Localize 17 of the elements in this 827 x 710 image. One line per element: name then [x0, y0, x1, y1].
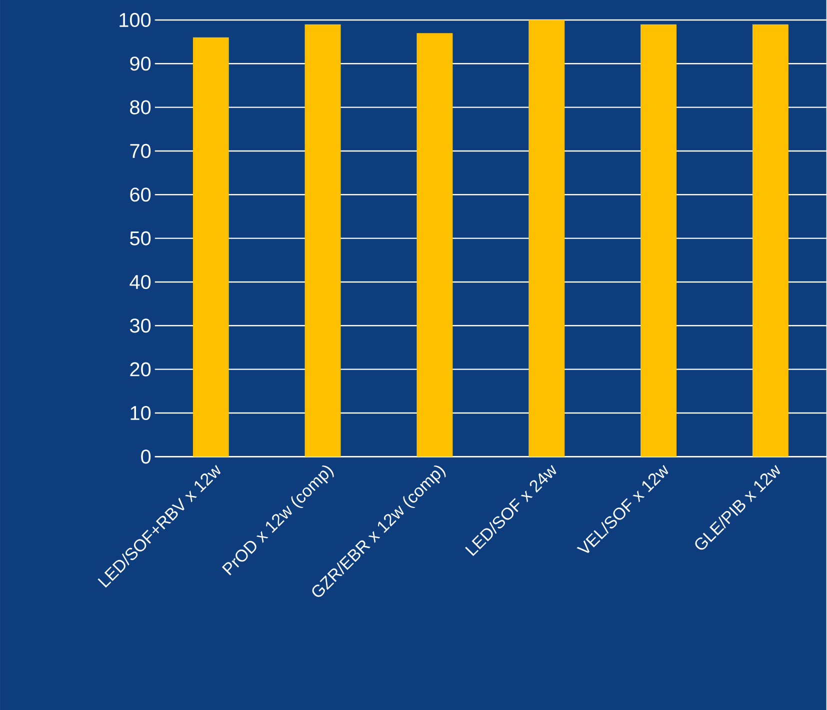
- bar: [528, 20, 565, 456]
- y-tick-label: 70: [130, 144, 151, 158]
- y-tick-label: 80: [130, 100, 151, 114]
- y-tick-label: 10: [130, 406, 151, 420]
- bar: [752, 24, 788, 456]
- bar: [416, 32, 453, 456]
- y-tick-label: 20: [130, 362, 151, 376]
- y-tick-label: 60: [130, 187, 151, 202]
- y-tick-label: 0: [141, 449, 151, 464]
- bar: [640, 24, 677, 456]
- y-tick-label: 90: [130, 56, 151, 70]
- y-tick-label: 30: [130, 318, 151, 332]
- bar: [304, 24, 341, 456]
- y-tick-label: 40: [130, 274, 151, 289]
- y-tick-label: 50: [130, 231, 151, 246]
- y-tick-label: 100: [120, 12, 151, 27]
- bar: [192, 37, 229, 456]
